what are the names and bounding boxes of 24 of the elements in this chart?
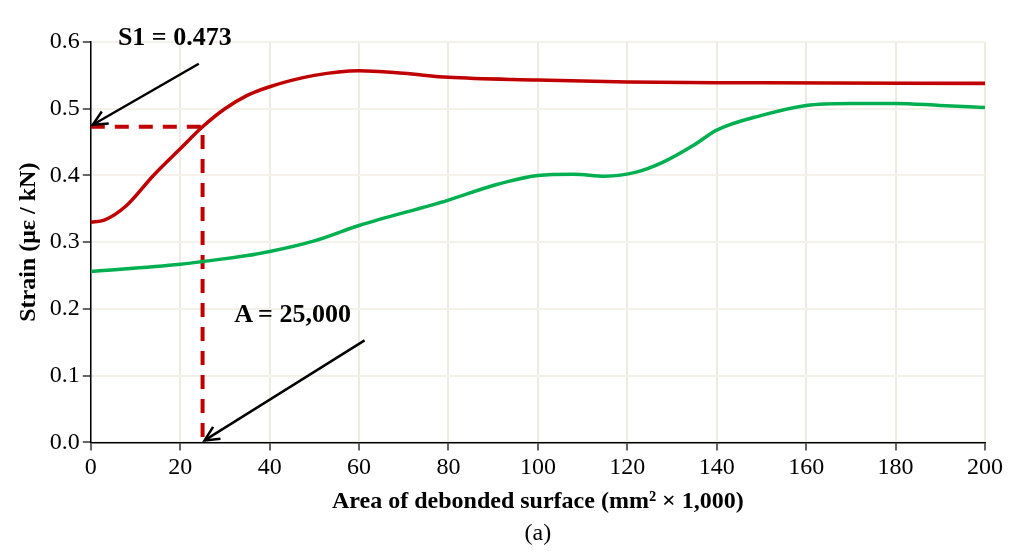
text: (a) [524, 519, 552, 546]
y-tick-label: 0.3 [49, 227, 80, 254]
x-tick-label: 40 [257, 453, 282, 480]
annotation: A = 25,000 [234, 299, 351, 329]
y-tick-label: 0.0 [49, 427, 80, 454]
x-tick-label: 20 [168, 453, 193, 480]
x-axis-title: Area of debonded surface (mm² × 1,000) [332, 486, 744, 513]
annotation: S1 = 0.473 [117, 22, 232, 52]
y-axis-title: Strain (με / kN) [13, 162, 40, 322]
x-tick-label: 100 [519, 453, 556, 480]
x-tick-label: 120 [609, 453, 646, 480]
y-tick-label: 0.6 [49, 27, 80, 54]
x-tick-label: 180 [877, 453, 914, 480]
x-tick-label: 160 [788, 453, 825, 480]
x-tick-label: 80 [436, 453, 461, 480]
x-tick-label: 0 [84, 453, 97, 480]
line-series [90, 101, 985, 274]
y-tick-label: 0.1 [49, 360, 80, 387]
y-tick-label: 0.5 [49, 94, 80, 121]
x-tick-label: 200 [967, 453, 1003, 480]
y-tick-label: 0.2 [49, 294, 80, 321]
y-tick-label: 0.4 [49, 160, 80, 187]
x-tick-label: 60 [347, 453, 372, 480]
x-tick-label: 140 [698, 453, 735, 480]
